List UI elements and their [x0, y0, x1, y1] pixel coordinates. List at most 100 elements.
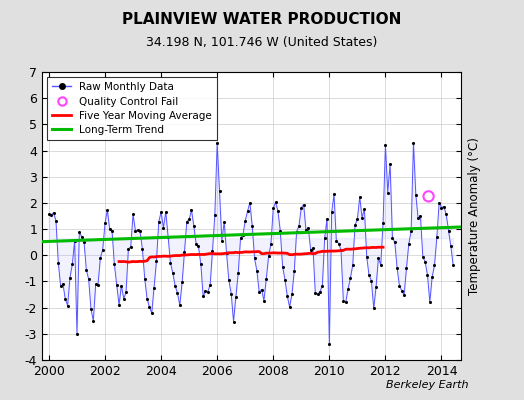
- Point: [334, 240, 343, 247]
- Point: [388, 235, 397, 241]
- Point: [425, 299, 434, 305]
- Point: [84, 276, 93, 282]
- Point: [398, 288, 406, 294]
- Point: [176, 302, 184, 308]
- Point: [409, 140, 418, 146]
- Point: [45, 211, 53, 218]
- Point: [325, 341, 333, 348]
- Point: [367, 278, 376, 284]
- Point: [302, 227, 310, 233]
- Point: [194, 243, 203, 250]
- Point: [220, 218, 228, 225]
- Point: [260, 298, 268, 304]
- Point: [87, 306, 95, 312]
- Y-axis label: Temperature Anomaly (°C): Temperature Anomaly (°C): [468, 137, 481, 295]
- Point: [328, 209, 336, 216]
- Point: [140, 276, 149, 282]
- Point: [311, 290, 320, 296]
- Point: [346, 275, 355, 281]
- Point: [358, 214, 366, 221]
- Point: [52, 218, 60, 224]
- Point: [196, 261, 205, 267]
- Point: [230, 318, 238, 325]
- Legend: Raw Monthly Data, Quality Control Fail, Five Year Moving Average, Long-Term Tren: Raw Monthly Data, Quality Control Fail, …: [47, 77, 217, 140]
- Point: [297, 204, 305, 211]
- Point: [232, 294, 240, 300]
- Point: [446, 243, 455, 250]
- Point: [59, 281, 67, 288]
- Point: [213, 140, 221, 146]
- Point: [288, 291, 296, 297]
- Point: [73, 331, 81, 337]
- Point: [80, 238, 88, 245]
- Point: [61, 296, 70, 302]
- Point: [339, 298, 347, 304]
- Point: [201, 288, 210, 294]
- Point: [122, 289, 130, 296]
- Point: [323, 216, 331, 222]
- Point: [145, 304, 154, 310]
- Point: [400, 292, 408, 298]
- Point: [169, 270, 177, 276]
- Point: [129, 211, 137, 218]
- Point: [159, 224, 168, 231]
- Point: [278, 264, 287, 270]
- Point: [440, 203, 448, 210]
- Point: [309, 245, 317, 252]
- Point: [286, 304, 294, 310]
- Point: [236, 235, 245, 241]
- Point: [187, 207, 195, 213]
- Point: [192, 241, 200, 247]
- Point: [360, 206, 368, 212]
- Point: [57, 283, 65, 289]
- Point: [355, 194, 364, 200]
- Point: [166, 260, 174, 266]
- Point: [353, 216, 362, 222]
- Point: [241, 218, 249, 224]
- Point: [318, 283, 326, 289]
- Point: [243, 208, 252, 214]
- Point: [253, 268, 261, 274]
- Point: [115, 302, 123, 308]
- Point: [209, 248, 217, 254]
- Point: [332, 238, 341, 244]
- Point: [313, 291, 322, 298]
- Point: [342, 299, 350, 306]
- Point: [351, 222, 359, 228]
- Point: [78, 233, 86, 240]
- Point: [164, 233, 172, 240]
- Point: [49, 210, 58, 216]
- Text: 34.198 N, 101.746 W (United States): 34.198 N, 101.746 W (United States): [146, 36, 378, 49]
- Point: [402, 265, 411, 272]
- Point: [372, 284, 380, 290]
- Point: [292, 228, 301, 235]
- Point: [157, 209, 165, 215]
- Point: [386, 160, 394, 167]
- Point: [348, 262, 357, 269]
- Text: Berkeley Earth: Berkeley Earth: [387, 380, 469, 390]
- Point: [161, 209, 170, 215]
- Point: [255, 289, 264, 296]
- Point: [70, 238, 79, 244]
- Point: [377, 262, 385, 268]
- Point: [411, 192, 420, 198]
- Point: [363, 254, 371, 260]
- Point: [248, 223, 256, 229]
- Point: [393, 265, 401, 271]
- Point: [407, 228, 416, 234]
- Point: [390, 239, 399, 245]
- Point: [82, 266, 91, 273]
- Text: PLAINVIEW WATER PRODUCTION: PLAINVIEW WATER PRODUCTION: [122, 12, 402, 27]
- Point: [271, 199, 280, 205]
- Point: [110, 261, 118, 268]
- Point: [190, 223, 198, 229]
- Point: [250, 255, 259, 262]
- Point: [267, 241, 275, 247]
- Point: [321, 235, 329, 242]
- Point: [344, 286, 352, 292]
- Point: [337, 247, 345, 254]
- Point: [150, 284, 158, 291]
- Point: [274, 208, 282, 214]
- Point: [108, 228, 116, 234]
- Point: [384, 189, 392, 196]
